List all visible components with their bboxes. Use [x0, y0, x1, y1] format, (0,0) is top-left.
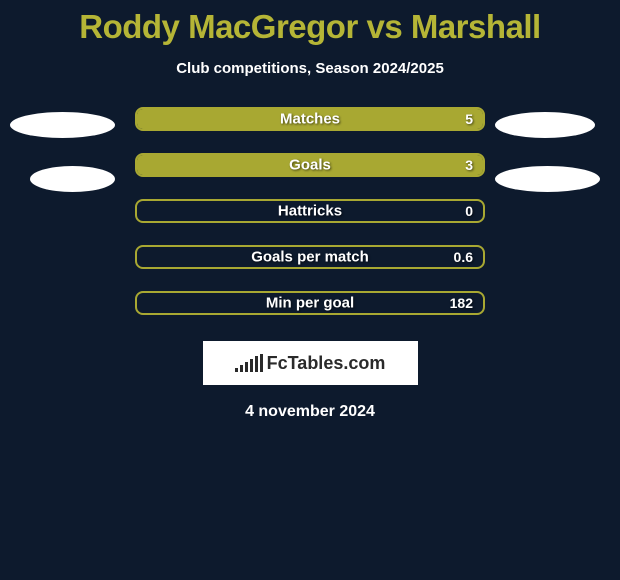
stat-bar: Hattricks0: [135, 199, 485, 223]
stat-label: Min per goal: [137, 295, 483, 312]
brand-logo[interactable]: FcTables.com: [203, 341, 418, 385]
stat-value: 0: [465, 203, 473, 219]
stat-bar: Goals per match0.6: [135, 245, 485, 269]
comparison-widget: Roddy MacGregor vs Marshall Club competi…: [0, 0, 620, 580]
right-player-markers: [495, 107, 610, 192]
stat-bar: Matches5: [135, 107, 485, 131]
logo-bars-icon: [235, 354, 263, 372]
stat-label: Hattricks: [137, 203, 483, 220]
update-date: 4 november 2024: [0, 403, 620, 421]
stat-bar: Min per goal182: [135, 291, 485, 315]
stat-value: 5: [465, 111, 473, 127]
player-marker: [10, 112, 115, 138]
stats-bars: Matches5Goals3Hattricks0Goals per match0…: [135, 107, 485, 315]
chart-area: Matches5Goals3Hattricks0Goals per match0…: [0, 77, 620, 315]
logo-text: FcTables.com: [267, 353, 386, 374]
stat-value: 182: [450, 295, 473, 311]
left-player-markers: [10, 107, 125, 192]
player-marker: [495, 166, 600, 192]
comparison-title: Roddy MacGregor vs Marshall: [0, 0, 620, 46]
stat-label: Goals per match: [137, 249, 483, 266]
stat-value: 0.6: [454, 249, 473, 265]
player-marker: [30, 166, 115, 192]
player-marker: [495, 112, 595, 138]
stat-bar: Goals3: [135, 153, 485, 177]
stat-label: Goals: [137, 157, 483, 174]
stat-value: 3: [465, 157, 473, 173]
comparison-subtitle: Club competitions, Season 2024/2025: [0, 60, 620, 77]
stat-label: Matches: [137, 111, 483, 128]
